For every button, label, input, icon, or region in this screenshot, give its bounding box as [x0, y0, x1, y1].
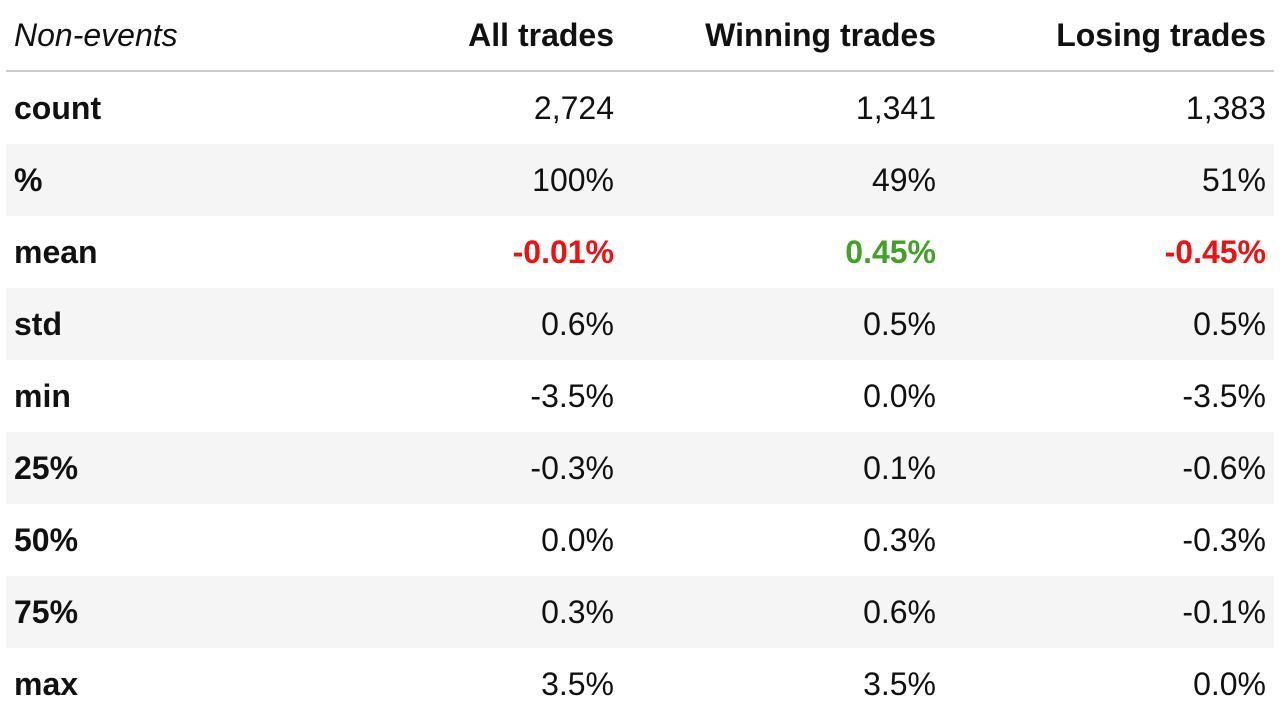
table-row-max: max 3.5% 3.5% 0.0% — [6, 648, 1274, 720]
cell-all-trades: -0.3% — [306, 432, 622, 504]
cell-all-trades: 0.6% — [306, 288, 622, 360]
cell-all-trades: 0.3% — [306, 576, 622, 648]
cell-winning-trades: 0.3% — [863, 521, 936, 558]
cell-winning-trades: 0.1% — [622, 432, 944, 504]
column-header-all-trades: All trades — [306, 0, 622, 72]
cell-losing-trades: 51% — [944, 144, 1274, 216]
cell-all-trades: 100% — [306, 144, 622, 216]
row-label: 25% — [6, 432, 306, 504]
corner-label: Non-events — [6, 0, 306, 72]
cell-winning-trades: 0.6% — [622, 576, 944, 648]
table-row-std: std 0.6% 0.5% 0.5% — [6, 288, 1274, 360]
cell-winning-trades: 0.5% — [622, 288, 944, 360]
row-label: 75% — [6, 576, 306, 648]
column-header-losing-trades: Losing trades — [944, 0, 1274, 72]
table-row-75-percentile: 75% 0.3% 0.6% -0.1% — [6, 576, 1274, 648]
stats-table: Non-events All trades Winning trades Los… — [6, 0, 1274, 720]
cell-winning-trades: 1,341 — [855, 89, 936, 126]
cell-losing-trades: 1,383 — [1185, 89, 1266, 126]
table-row-50-percentile: 50% 0.0% 0.3% -0.3% — [6, 504, 1274, 576]
cell-losing-trades: 0.0% — [1193, 665, 1266, 702]
row-label: min — [14, 377, 71, 414]
table-row-percent: % 100% 49% 51% — [6, 144, 1274, 216]
cell-losing-trades: -0.6% — [944, 432, 1274, 504]
cell-all-trades: -3.5% — [530, 377, 614, 414]
cell-losing-trades: 0.5% — [944, 288, 1274, 360]
cell-winning-trades: 0.0% — [863, 377, 936, 414]
table-row-mean: mean -0.01% 0.45% -0.45% — [6, 216, 1274, 288]
table-row-25-percentile: 25% -0.3% 0.1% -0.6% — [6, 432, 1274, 504]
cell-losing-trades: -0.45% — [1164, 233, 1266, 270]
cell-winning-trades: 3.5% — [863, 665, 936, 702]
header-row: Non-events All trades Winning trades Los… — [6, 0, 1274, 72]
cell-all-trades: 0.0% — [541, 521, 614, 558]
row-label: max — [14, 665, 79, 702]
cell-losing-trades: -3.5% — [1182, 377, 1266, 414]
cell-winning-trades: 0.45% — [845, 233, 936, 270]
cell-winning-trades: 49% — [622, 144, 944, 216]
cell-all-trades: -0.01% — [512, 233, 614, 270]
cell-all-trades: 3.5% — [541, 665, 614, 702]
column-header-winning-trades: Winning trades — [622, 0, 944, 72]
row-label: count — [14, 89, 102, 126]
row-label: mean — [14, 233, 98, 270]
table-row-count: count 2,724 1,341 1,383 — [6, 71, 1274, 144]
cell-losing-trades: -0.1% — [944, 576, 1274, 648]
cell-losing-trades: -0.3% — [1182, 521, 1266, 558]
cell-all-trades: 2,724 — [533, 89, 614, 126]
row-label: % — [6, 144, 306, 216]
row-label: std — [6, 288, 306, 360]
table-row-min: min -3.5% 0.0% -3.5% — [6, 360, 1274, 432]
row-label: 50% — [14, 521, 79, 558]
